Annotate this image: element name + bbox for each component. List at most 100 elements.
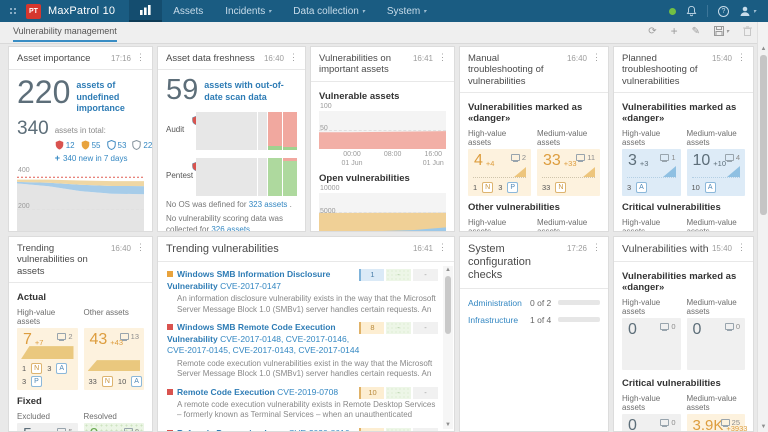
scroll-down-icon[interactable]: ▼ (760, 424, 767, 430)
nav-dashboards[interactable] (129, 0, 163, 22)
y-tick: 400 (18, 167, 30, 175)
cve-links[interactable]: CVE-2020-8616 (289, 428, 350, 431)
badge-A: A (636, 182, 647, 194)
section-heading: Critical vulnerabilities (622, 377, 721, 389)
monitor-icon (720, 418, 730, 427)
widget-menu-icon[interactable]: ⋮ (438, 52, 447, 62)
scrollbar-thumb[interactable] (760, 55, 767, 215)
delete-icon[interactable] (743, 26, 752, 36)
vulnerability-list-item[interactable]: 8-- Windows SMB Remote Code Execution Vu… (167, 322, 438, 380)
critical-assets[interactable]: 12 (55, 140, 75, 150)
vuln-name-link[interactable]: Windows SMB Remote Code Execution Vulner… (167, 322, 336, 344)
audit-freshness-bar[interactable] (196, 112, 298, 151)
apps-grid-icon[interactable] (9, 6, 18, 16)
vuln-name-link[interactable]: Remote Code Execution (177, 386, 275, 397)
widget-title: Vulnerabilities on important assets (319, 53, 391, 76)
nav-system[interactable]: System ▾ (386, 5, 427, 17)
widget-menu-icon[interactable]: ⋮ (136, 52, 145, 62)
shield-medium-icon (106, 140, 116, 151)
assets-link[interactable]: 326 assets (211, 224, 251, 232)
edit-icon[interactable]: ✎ (691, 25, 700, 37)
stat-card-danger-medium[interactable]: 10 +10 4 10 A (686, 149, 745, 197)
vuln-name-link[interactable]: Windows SMB Information Disclosure Vulne… (167, 269, 331, 291)
assets-link[interactable]: 323 assets (248, 200, 288, 210)
widget-menu-icon[interactable]: ⋮ (737, 242, 746, 252)
stat-card-actual-other[interactable]: 43 +43 13 33 N 10 A (83, 328, 144, 391)
card-label: High-value assets (622, 297, 661, 316)
stale-assets-label[interactable]: assets with out-of-date scan data (204, 80, 284, 102)
stat-card-excluded[interactable]: 5+5 5 Excluded (17, 423, 78, 431)
refresh-icon[interactable]: ⟳ (648, 25, 657, 37)
widget-title: Asset data freshness (166, 53, 255, 64)
vulnerable-assets-chart (319, 110, 446, 149)
cve-links[interactable]: CVE-2019-0708 (277, 386, 339, 397)
undefined-assets[interactable]: 220 (132, 140, 152, 151)
progress-bar (558, 300, 600, 306)
tab-vulnerability-management[interactable]: Vulnerability management (13, 26, 117, 42)
infrastructure-link[interactable]: Infrastructure (468, 314, 519, 325)
badge-N: N (101, 376, 113, 388)
user-icon (740, 6, 750, 16)
stat-card-danger-medium[interactable]: 33 +33 11 33 N (537, 149, 600, 197)
page-scrollbar[interactable]: ▲ ▼ (757, 22, 768, 432)
stat-card-danger-medium[interactable]: 0 0 (686, 317, 745, 370)
widget-menu-icon[interactable]: ⋮ (592, 242, 601, 252)
help-icon[interactable]: ? (717, 5, 729, 17)
stat-card-critical-high[interactable]: 0 0 (622, 413, 681, 431)
user-menu[interactable]: ▾ (739, 5, 756, 17)
widget-menu-icon[interactable]: ⋮ (136, 242, 145, 252)
scroll-up-icon[interactable]: ▲ (445, 267, 451, 273)
vulnerability-list-item[interactable]: 1-- Referrals Processing Issue CVE-2020-… (167, 428, 438, 431)
pt-logo[interactable]: PT (26, 3, 41, 19)
monitor-icon (576, 154, 586, 163)
widget-menu-icon[interactable]: ⋮ (438, 242, 447, 252)
section-heading: Critical vulnerabilities (622, 202, 721, 214)
card-label: Other assets (83, 308, 129, 318)
stat-card-danger-high[interactable]: 0 0 (622, 317, 681, 370)
stat-card-resolved[interactable]: 0 0 Fixed (83, 423, 144, 431)
nav-data-collection[interactable]: Data collection ▾ (293, 5, 365, 17)
vulnerability-list-item[interactable]: 10- - Remote Code Execution CVE-2019-0708… (167, 386, 438, 421)
shield-undefined-icon (132, 140, 142, 151)
nav-incidents[interactable]: Incidents ▾ (225, 5, 272, 17)
widget-updated-time: 17:26 (566, 244, 587, 253)
high-assets[interactable]: 55 (81, 140, 101, 150)
export-icon[interactable]: ▾ (713, 26, 729, 36)
widget-menu-icon[interactable]: ⋮ (737, 52, 746, 62)
section-heading: Vulnerabilities marked as «danger» (622, 102, 737, 125)
vulnerability-list-item[interactable]: 1-- Windows SMB Information Disclosure V… (167, 269, 438, 315)
widget-menu-icon[interactable]: ⋮ (289, 52, 298, 62)
medium-assets[interactable]: 53 (106, 140, 126, 151)
cve-links[interactable]: CVE-2017-0148, CVE-2017-0146, CVE-2017-0… (167, 333, 360, 356)
administration-link[interactable]: Administration (468, 297, 522, 308)
cve-links[interactable]: CVE-2017-0147 (220, 280, 282, 291)
vuln-name-link[interactable]: Referrals Processing Issue (177, 428, 286, 431)
monitor-icon (510, 154, 520, 163)
new-assets-link[interactable]: +340 new in 7 days (54, 153, 128, 164)
add-widget-icon[interactable]: + (670, 24, 678, 38)
scroll-up-icon[interactable]: ▲ (760, 46, 767, 52)
badge-A: A (56, 363, 68, 375)
progress-text: 0 of 2 (530, 297, 552, 308)
undefined-importance-label[interactable]: assets of undefined importance (76, 80, 125, 113)
badge-N: N (31, 363, 43, 375)
widget-scrollbar[interactable]: ▲ ▼ (443, 266, 453, 429)
scroll-down-icon[interactable]: ▼ (445, 422, 451, 428)
config-check-row: Infrastructure 1 of 4 (468, 315, 600, 325)
monitor-icon (660, 418, 670, 427)
pentest-freshness-bar[interactable] (196, 158, 298, 197)
stat-card-critical-medium[interactable]: 3.9K+3933 25 3.9KN (686, 413, 747, 431)
badge-N: N (555, 182, 567, 194)
y-tick: 50 (320, 124, 328, 132)
scrollbar-thumb[interactable] (445, 276, 451, 334)
vuln-description: An information disclosure vulnerability … (177, 294, 436, 315)
bar-chart-icon (140, 5, 151, 15)
bell-icon[interactable] (686, 5, 697, 17)
config-check-row: Administration 0 of 2 (468, 298, 600, 308)
widget-menu-icon[interactable]: ⋮ (592, 52, 601, 62)
nav-assets[interactable]: Assets (173, 5, 204, 17)
